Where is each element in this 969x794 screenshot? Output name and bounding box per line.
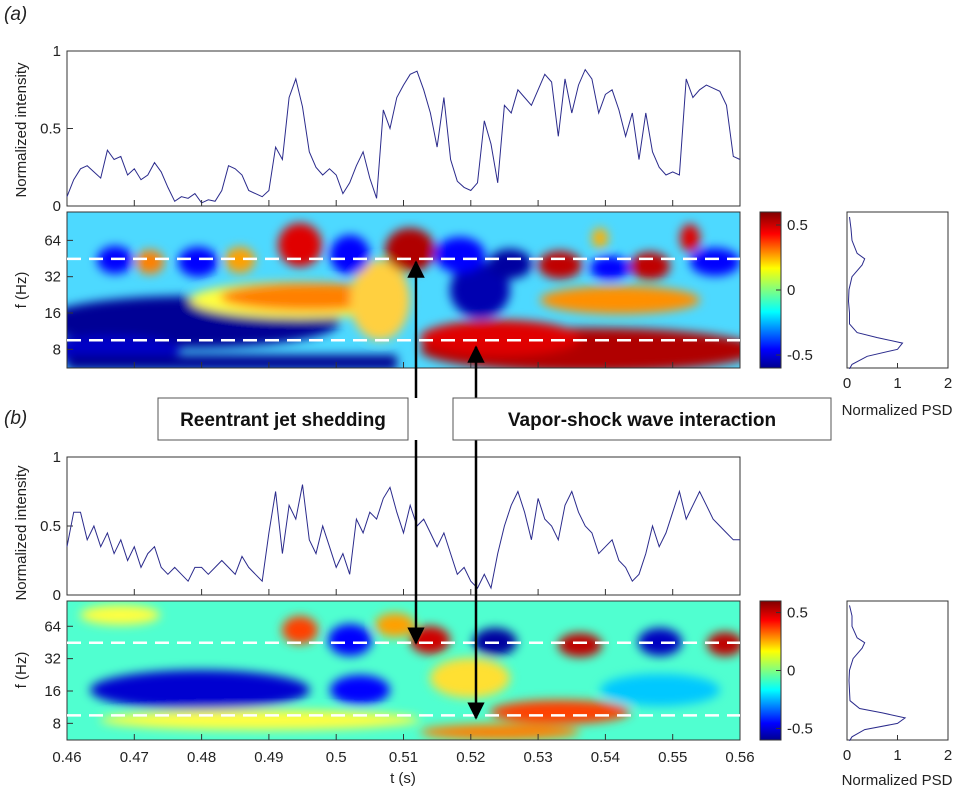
b-colorbar-tick-label: 0	[787, 663, 795, 680]
panel-b-label: (b)	[4, 408, 27, 429]
wa-blob-16	[278, 223, 322, 267]
b-wavelet-xtick-label: 0.5	[326, 749, 347, 766]
wa-blob-8	[420, 320, 580, 356]
b-wavelet-ytick-label: 16	[44, 683, 61, 700]
panel-b-psd-xlabel: Normalized PSD	[842, 772, 953, 789]
a-wavelet-ytick-label: 8	[53, 341, 61, 358]
wa-blob-17	[330, 235, 370, 275]
a-psd-xtick-label: 2	[944, 375, 952, 392]
panel-a-psd-xlabel: Normalized PSD	[842, 402, 953, 419]
panel-a-intensity-ylabel: Normalized intensity	[13, 62, 30, 198]
panel-b-wavelet-xlabel: t (s)	[390, 770, 416, 787]
b-wavelet-xtick-label: 0.56	[725, 749, 754, 766]
a-intensity-ytick-label: 0.5	[40, 121, 61, 138]
wb-blob-7	[600, 674, 720, 706]
b-wavelet-xtick-label: 0.54	[591, 749, 620, 766]
wa-blob-15	[225, 247, 255, 273]
wa-blob-25	[592, 228, 608, 248]
wb-blob-4	[430, 658, 510, 698]
b-intensity-ytick-label: 0	[53, 587, 61, 604]
wb-blob-8	[80, 605, 160, 625]
panel-b-colorbar: 0.5 0 -0.5	[759, 600, 813, 741]
wb-blob-15	[638, 628, 682, 656]
wa-blob-9	[540, 286, 700, 314]
b-colorbar-tick-label: 0.5	[787, 605, 808, 622]
wb-blob-9	[282, 616, 318, 644]
wa-blob-10	[450, 262, 510, 318]
b-wavelet-ytick-label: 8	[53, 715, 61, 732]
panel-a-psd-axes: 0 1 2 Normalized PSD	[842, 211, 953, 419]
panel-a-intensity-series	[66, 68, 741, 204]
wa-blob-11	[435, 237, 485, 273]
wb-blob-3	[100, 710, 420, 730]
panel-b-intensity-ylabel: Normalized intensity	[13, 465, 30, 601]
vapor-annotation-text: Vapor-shock wave interaction	[508, 410, 776, 431]
wb-blob-6	[490, 700, 630, 724]
wa-blob-19	[488, 249, 532, 279]
panel-b-wavelet-ylabel: f (Hz)	[13, 652, 30, 689]
wb-blob-10	[328, 624, 372, 656]
b-wavelet-xtick-label: 0.53	[523, 749, 552, 766]
wa-blob-23	[690, 248, 740, 276]
b-psd-xtick-label: 1	[893, 747, 901, 764]
b-psd-xtick-label: 2	[944, 747, 952, 764]
wa-blob-21	[590, 256, 630, 280]
wb-blob-5	[420, 724, 580, 740]
b-intensity-ytick-label: 0.5	[40, 518, 61, 535]
reentrant-annotation: Reentrant jet shedding	[157, 397, 409, 441]
a-wavelet-ytick-label: 32	[44, 269, 61, 286]
b-wavelet-ytick-label: 64	[44, 618, 61, 635]
wa-blob-22	[630, 252, 670, 280]
b-wavelet-xtick-label: 0.51	[389, 749, 418, 766]
reentrant-annotation-text: Reentrant jet shedding	[180, 410, 386, 431]
a-colorbar-tick-label: -0.5	[787, 347, 813, 364]
panel-a-wavelet-ylabel: f (Hz)	[13, 272, 30, 309]
panel-b-intensity-axes: 0 0.5 1 Normalized intensity	[13, 449, 741, 604]
wa-blob-24	[680, 224, 700, 252]
b-intensity-ytick-label: 1	[53, 449, 61, 466]
panel-a-wavelet-axes: 8 16 32 64 f (Hz)	[13, 211, 741, 369]
wa-blob-13	[136, 250, 164, 274]
panel-a-intensity-axes: 0 0.5 1 Normalized intensity	[13, 43, 741, 215]
b-colorbar-tick-label: -0.5	[787, 720, 813, 737]
a-wavelet-ytick-label: 64	[44, 232, 61, 249]
b-wavelet-xtick-label: 0.48	[187, 749, 216, 766]
wa-blob-6	[350, 260, 410, 340]
wa-blob-18	[385, 228, 435, 272]
panel-a-psd-series	[847, 216, 904, 370]
wb-blob-11	[375, 613, 415, 637]
panel-b-psd-series	[848, 605, 907, 742]
wb-blob-14	[558, 633, 602, 657]
b-wavelet-ytick-label: 32	[44, 651, 61, 668]
a-colorbar-tick-label: 0.5	[787, 217, 808, 234]
b-wavelet-xtick-label: 0.46	[52, 749, 81, 766]
a-intensity-ytick-label: 1	[53, 43, 61, 60]
a-psd-xtick-label: 1	[893, 375, 901, 392]
a-psd-xtick-label: 0	[843, 375, 851, 392]
a-wavelet-ytick-label: 16	[44, 305, 61, 322]
wb-blob-16	[707, 632, 740, 656]
panel-b-intensity-series	[66, 484, 740, 590]
a-intensity-ytick-label: 0	[53, 198, 61, 215]
b-wavelet-xtick-label: 0.55	[658, 749, 687, 766]
wb-blob-1	[90, 670, 310, 710]
b-wavelet-xtick-label: 0.52	[456, 749, 485, 766]
a-colorbar-tick-label: 0	[787, 282, 795, 299]
wa-blob-14	[178, 247, 218, 277]
vapor-annotation: Vapor-shock wave interaction	[452, 397, 832, 441]
wa-blob-20	[538, 251, 582, 279]
wa-blob-3	[67, 355, 397, 368]
wb-blob-2	[330, 675, 390, 705]
panel-a-colorbar: 0.5 0 -0.5	[759, 211, 813, 369]
b-wavelet-xtick-label: 0.47	[120, 749, 149, 766]
panel-a-label: (a)	[4, 4, 27, 25]
panel-b-psd-axes: 0 1 2 Normalized PSD	[842, 600, 953, 789]
b-psd-xtick-label: 0	[843, 747, 851, 764]
b-wavelet-xtick-label: 0.49	[254, 749, 283, 766]
